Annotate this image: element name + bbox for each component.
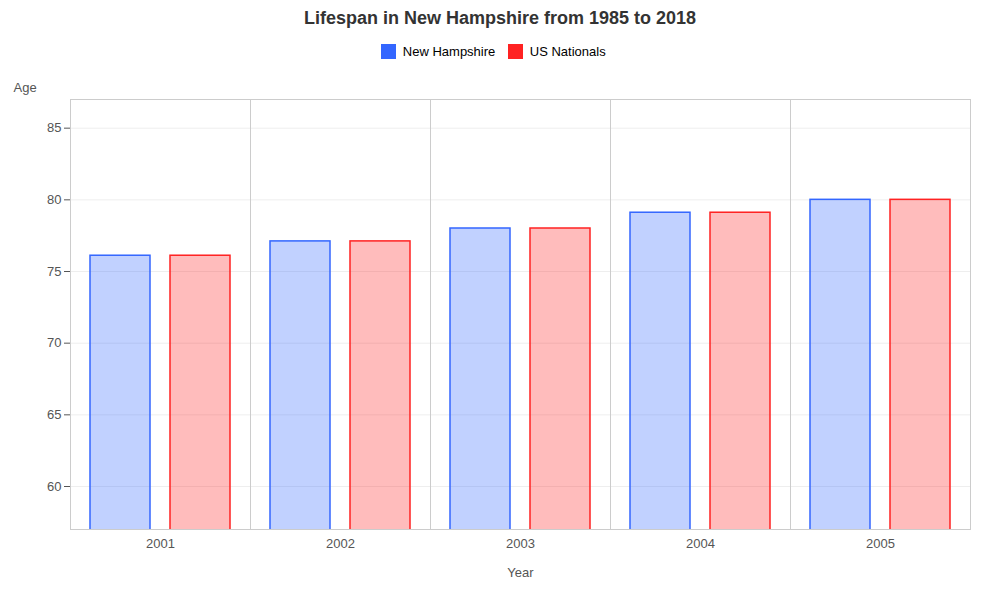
svg-text:60: 60 [47, 478, 61, 493]
svg-text:2001: 2001 [146, 535, 175, 550]
html-text:US Nationals: US Nationals [529, 44, 606, 59]
svg-text:75: 75 [47, 263, 61, 278]
svg-text:85: 85 [47, 120, 61, 135]
svg-text:2002: 2002 [326, 535, 355, 550]
svg-text:Year: Year [507, 564, 534, 579]
svg-text:70: 70 [47, 335, 61, 350]
html-text:Lifespan in New Hampshire from: Lifespan in New Hampshire from 1985 to 2… [303, 8, 697, 28]
svg-text:Age: Age [14, 79, 37, 94]
svg-text:80: 80 [47, 191, 61, 206]
svg-text:2005: 2005 [866, 535, 895, 550]
html-text:New Hampshire: New Hampshire [402, 44, 496, 59]
svg-text:65: 65 [47, 406, 61, 421]
svg-text:2003: 2003 [506, 535, 535, 550]
svg-text:2004: 2004 [686, 535, 715, 550]
